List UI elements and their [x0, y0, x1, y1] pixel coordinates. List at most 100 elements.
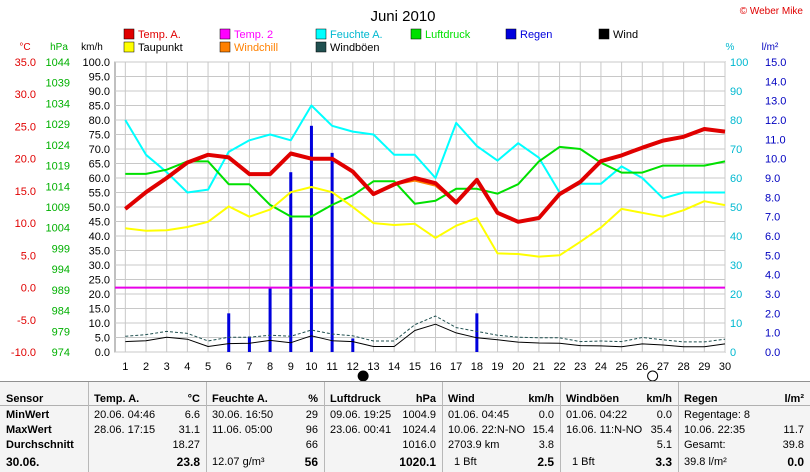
tick-label-kmh: 0.0: [95, 347, 110, 359]
avg-rain-text: Gesamt:: [684, 439, 726, 451]
min-humidity-value: 29: [305, 409, 318, 421]
x-tick-label: 27: [657, 361, 669, 373]
tick-label-kmh: 25.0: [89, 275, 110, 287]
max-temp-time: 28.06. 17:15: [94, 424, 156, 436]
header-rain-unit: l/m²: [784, 393, 804, 405]
row-label-max: MaxWert: [6, 424, 52, 436]
tick-label-hpa: 1034: [46, 98, 70, 110]
x-tick-label: 22: [553, 361, 565, 373]
legend-swatch: [315, 41, 327, 53]
legend-label: Temp. A.: [138, 29, 181, 41]
tick-label-hpa: 999: [52, 243, 70, 255]
axis-unit-kmh: km/h: [81, 42, 103, 53]
legend-swatch: [123, 28, 135, 40]
tick-label-kmh: 15.0: [89, 304, 110, 316]
axis-unit-hpa: hPa: [50, 42, 68, 53]
x-tick-label: 7: [246, 361, 252, 373]
x-tick-label: 10: [305, 361, 317, 373]
legend-label: Feuchte A.: [330, 29, 383, 41]
tick-label-percent: 100: [730, 57, 748, 69]
tick-label-hpa: 989: [52, 285, 70, 297]
tick-label-rain: 4.0: [765, 270, 780, 282]
tick-label-celsius: 35.0: [15, 57, 36, 69]
x-tick-label: 3: [164, 361, 170, 373]
min-gust-value: 0.0: [656, 409, 672, 421]
cur-wind-beaufort: 1 Bft: [454, 456, 477, 468]
header-gust: Windböen: [566, 393, 620, 405]
tick-label-hpa: 1014: [46, 181, 70, 193]
x-tick-label: 21: [533, 361, 545, 373]
x-tick-label: 30: [719, 361, 731, 373]
rain-bar: [351, 338, 355, 352]
cur-wind-value: 2.5: [537, 455, 554, 469]
tick-label-kmh: 60.0: [89, 173, 110, 185]
tick-label-kmh: 50.0: [89, 202, 110, 214]
x-tick-label: 12: [347, 361, 359, 373]
min-humidity-time: 30.06. 16:50: [212, 409, 274, 421]
weather-chart: Juni 2010 © Weber Mike °C hPa km/h % l/m…: [11, 6, 803, 381]
x-tick-label: 2: [143, 361, 149, 373]
x-tick-label: 1: [122, 361, 128, 373]
row-label-current: 30.06.: [6, 455, 40, 469]
tick-label-celsius: 15.0: [15, 186, 36, 198]
series-line-luftdruck: [125, 145, 726, 218]
stats-divider: [560, 382, 561, 472]
x-tick-label: 13: [367, 361, 379, 373]
tick-label-percent: 50: [730, 202, 742, 214]
tick-label-kmh: 100.0: [82, 57, 110, 69]
tick-label-kmh: 5.0: [95, 333, 110, 345]
tick-label-celsius: -5.0: [17, 315, 36, 327]
cur-gust-value: 3.3: [655, 455, 672, 469]
header-humidity: Feuchte A.: [212, 393, 268, 405]
row-label-average: Durchschnitt: [6, 439, 74, 451]
header-sensor: Sensor: [6, 393, 44, 405]
cur-rain-value: 0.0: [787, 455, 804, 469]
max-humidity-value: 96: [305, 424, 318, 436]
header-temp: Temp. A.: [94, 393, 140, 405]
legend-label: Regen: [520, 29, 552, 41]
stats-divider: [442, 382, 443, 472]
x-tick-label: 23: [574, 361, 586, 373]
row-label-min: MinWert: [6, 409, 50, 421]
legend-swatch: [123, 41, 135, 53]
x-tick-label: 14: [388, 361, 400, 373]
min-gust-time: 01.06. 04:22: [566, 409, 628, 421]
tick-label-hpa: 994: [52, 264, 70, 276]
header-temp-unit: °C: [187, 393, 200, 405]
tick-label-kmh: 80.0: [89, 115, 110, 127]
rain-bar: [227, 313, 231, 352]
stats-divider: [88, 382, 89, 472]
tick-label-kmh: 35.0: [89, 246, 110, 258]
legend-swatch: [598, 28, 610, 40]
legend-swatch: [219, 28, 231, 40]
tick-label-rain: 10.0: [765, 154, 786, 166]
tick-label-hpa: 974: [52, 347, 70, 359]
x-tick-label: 26: [636, 361, 648, 373]
tick-label-hpa: 1039: [46, 78, 70, 90]
tick-label-kmh: 20.0: [89, 289, 110, 301]
moon-new-icon: [357, 370, 369, 381]
min-pressure-time: 09.06. 19:25: [330, 409, 392, 421]
stats-divider: [324, 382, 325, 472]
max-gust-time: 16.06. 11:N-NO: [566, 424, 643, 436]
min-temp-time: 20.06. 04:46: [94, 409, 156, 421]
tick-label-rain: 11.0: [765, 134, 786, 146]
series-lines: [115, 104, 726, 348]
tick-label-celsius: 10.0: [15, 218, 36, 230]
tick-label-rain: 2.0: [765, 308, 780, 320]
max-rain-text: 10.06. 22:35: [684, 424, 746, 436]
x-tick-label: 19: [491, 361, 503, 373]
stats-divider: [0, 405, 810, 406]
tick-label-hpa: 1044: [46, 57, 70, 69]
rain-bar: [309, 125, 313, 352]
cur-humidity-value: 56: [304, 455, 318, 469]
series-line-temp-a: [124, 127, 726, 224]
min-rain-text: Regentage: 8: [684, 409, 751, 421]
legend-label: Luftdruck: [425, 29, 471, 41]
tick-label-rain: 14.0: [765, 76, 786, 88]
statistics-table: Sensor Temp. A. °C Feuchte A. % Luftdruc…: [0, 381, 810, 472]
min-wind-value: 0.0: [538, 409, 554, 421]
x-tick-label: 17: [450, 361, 462, 373]
avg-gust-value: 5.1: [656, 439, 672, 451]
x-tick-label: 29: [698, 361, 710, 373]
